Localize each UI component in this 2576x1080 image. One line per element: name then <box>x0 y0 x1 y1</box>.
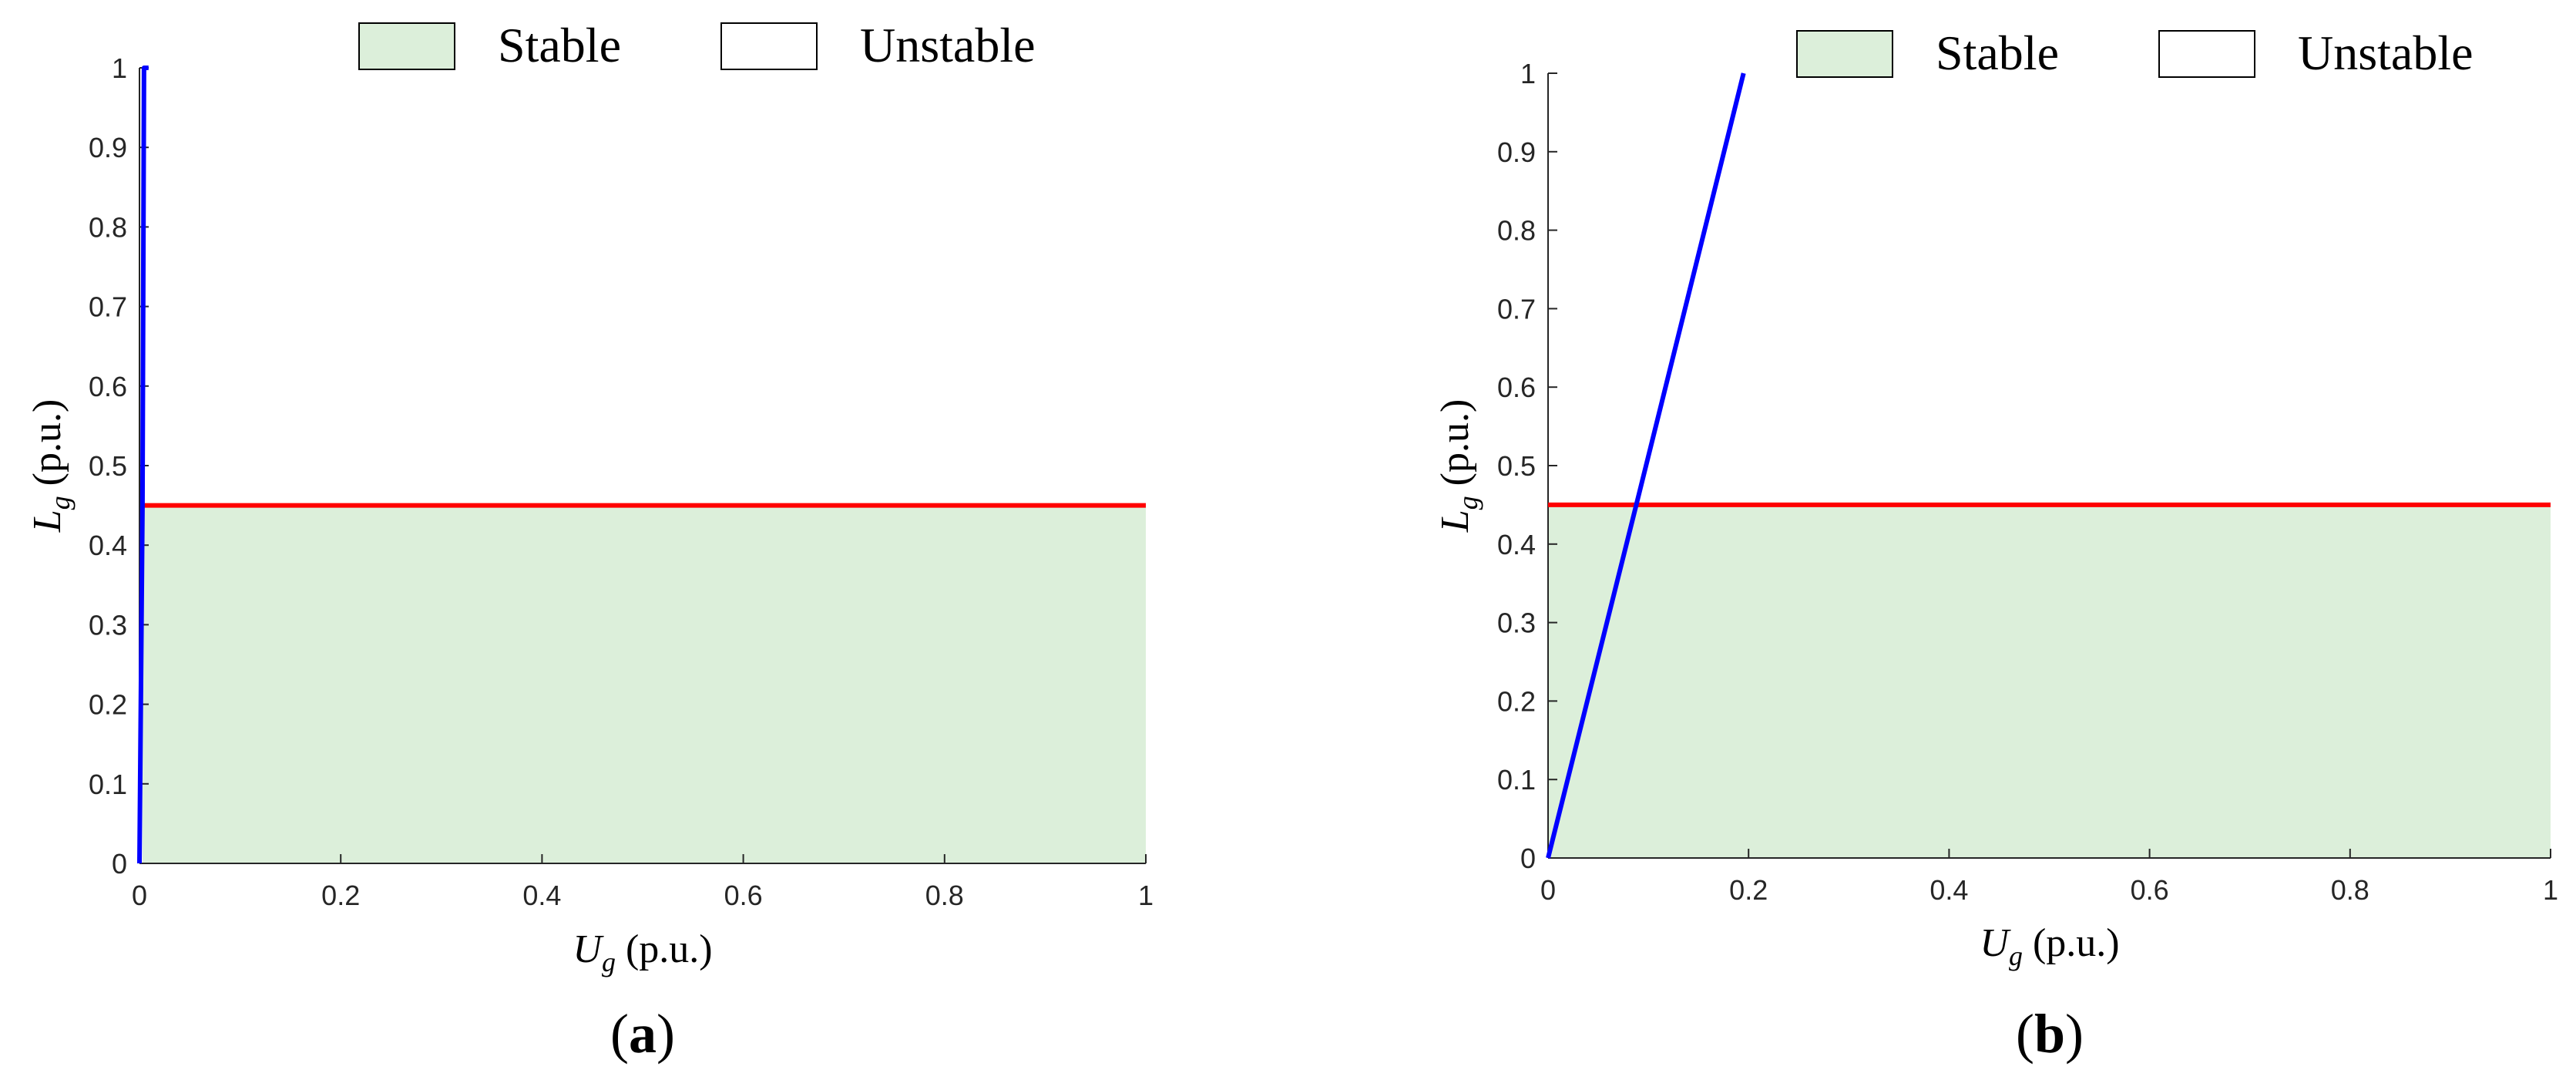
x-axis-spacer <box>2023 921 2033 965</box>
y-axis-label: Lg (p.u.) <box>25 399 76 533</box>
y-tick-label: 0.6 <box>89 371 127 402</box>
x-axis-subscript: g <box>2009 940 2023 971</box>
x-tick-label: 0.4 <box>1929 874 1968 906</box>
y-tick-label: 0 <box>112 848 127 880</box>
y-axis-subscript: g <box>1453 496 1483 510</box>
y-tick-label: 0.6 <box>1497 372 1536 403</box>
y-tick-label: 0.4 <box>89 530 127 561</box>
y-tick-label: 1 <box>112 52 127 84</box>
legend-swatch-unstable <box>720 22 818 70</box>
x-axis-unit: (p.u.) <box>2033 921 2120 965</box>
y-tick-label: 0.3 <box>1497 607 1536 639</box>
x-tick-label: 0.4 <box>522 880 561 911</box>
legend-label-stable: Stable <box>1936 25 2059 80</box>
y-tick-label: 0.8 <box>89 211 127 243</box>
y-tick-label: 0.1 <box>89 769 127 800</box>
y-tick-label: 0.1 <box>1497 764 1536 796</box>
y-tick-label: 0.9 <box>89 132 127 163</box>
panel-paren-close: ) <box>2065 1003 2084 1065</box>
y-axis-symbol: L <box>1433 510 1477 533</box>
legend-label-stable: Stable <box>498 18 621 72</box>
y-axis-unit: (p.u.) <box>25 399 69 486</box>
x-tick-label: 0.8 <box>925 880 964 911</box>
x-axis-symbol: U <box>573 927 604 971</box>
x-axis-symbol: U <box>1980 921 2011 965</box>
x-axis-subscript: g <box>602 947 616 977</box>
chart-panel-b: 0 0.2 0.4 0.6 0.8 1 0 0.1 0.2 0.3 0.4 0.5 0.6 0.7 0.8 0… <box>1433 25 2558 1065</box>
legend-label-unstable: Unstable <box>2298 25 2474 80</box>
panel-letter: b <box>2034 1003 2065 1065</box>
panel-letter: a <box>629 1003 657 1065</box>
y-axis-spacer <box>1433 486 1477 496</box>
legend-swatch-stable <box>358 22 455 70</box>
y-tick-label: 0.5 <box>89 450 127 482</box>
chart-panel-a: 0 0.2 0.4 0.6 0.8 1 0 0.1 0.2 0.3 0.4 0.5 0.6 0.7 0.8 0… <box>25 18 1154 1065</box>
y-tick-label: 0.9 <box>1497 136 1536 168</box>
critical-line <box>137 66 149 864</box>
x-tick-label: 0 <box>1540 874 1556 906</box>
y-axis-symbol: L <box>25 510 69 533</box>
x-axis-label: Ug (p.u.) <box>573 927 712 977</box>
legend-swatch-unstable <box>2158 30 2255 78</box>
y-tick-label: 0.7 <box>1497 293 1536 325</box>
legend-label-unstable: Unstable <box>860 18 1036 72</box>
stable-region <box>1548 504 2551 858</box>
y-axis-unit: (p.u.) <box>1433 399 1477 486</box>
y-tick-label: 0.7 <box>89 291 127 323</box>
x-tick-label: 0.6 <box>724 880 763 911</box>
y-axis-subscript: g <box>45 496 76 510</box>
panel-label: (a) <box>610 1003 675 1065</box>
panel-label: (b) <box>2016 1003 2084 1065</box>
y-tick-label: 0.8 <box>1497 215 1536 247</box>
legend: Stable Unstable <box>1796 25 2474 80</box>
y-axis-label: Lg (p.u.) <box>1433 399 1483 533</box>
x-tick-label: 0.6 <box>2131 874 2169 906</box>
x-tick-label: 1 <box>2543 874 2558 906</box>
y-tick-label: 0.5 <box>1497 450 1536 482</box>
stable-region <box>142 505 1147 863</box>
panel-paren-open: ( <box>610 1003 629 1065</box>
legend-swatch-stable <box>1796 30 1893 78</box>
x-tick-label: 0.2 <box>1729 874 1768 906</box>
y-tick-label: 0.2 <box>1497 685 1536 717</box>
x-axis-spacer <box>616 927 626 971</box>
y-tick-label: 0.2 <box>89 689 127 721</box>
y-tick-label: 1 <box>1520 58 1536 89</box>
x-tick-label: 1 <box>1138 880 1154 911</box>
x-tick-label: 0.2 <box>321 880 360 911</box>
x-tick-label: 0 <box>132 880 147 911</box>
x-axis-label: Ug (p.u.) <box>1980 921 2119 971</box>
legend: Stable Unstable <box>358 18 1036 72</box>
y-axis-spacer <box>25 486 69 496</box>
panel-paren-close: ) <box>657 1003 675 1065</box>
x-tick-label: 0.8 <box>2331 874 2369 906</box>
y-tick-label: 0 <box>1520 843 1536 874</box>
x-axis-unit: (p.u.) <box>626 927 713 971</box>
critical-line <box>1546 72 1746 859</box>
y-tick-label: 0.4 <box>1497 529 1536 560</box>
y-tick-label: 0.3 <box>89 609 127 641</box>
panel-paren-open: ( <box>2016 1003 2034 1065</box>
